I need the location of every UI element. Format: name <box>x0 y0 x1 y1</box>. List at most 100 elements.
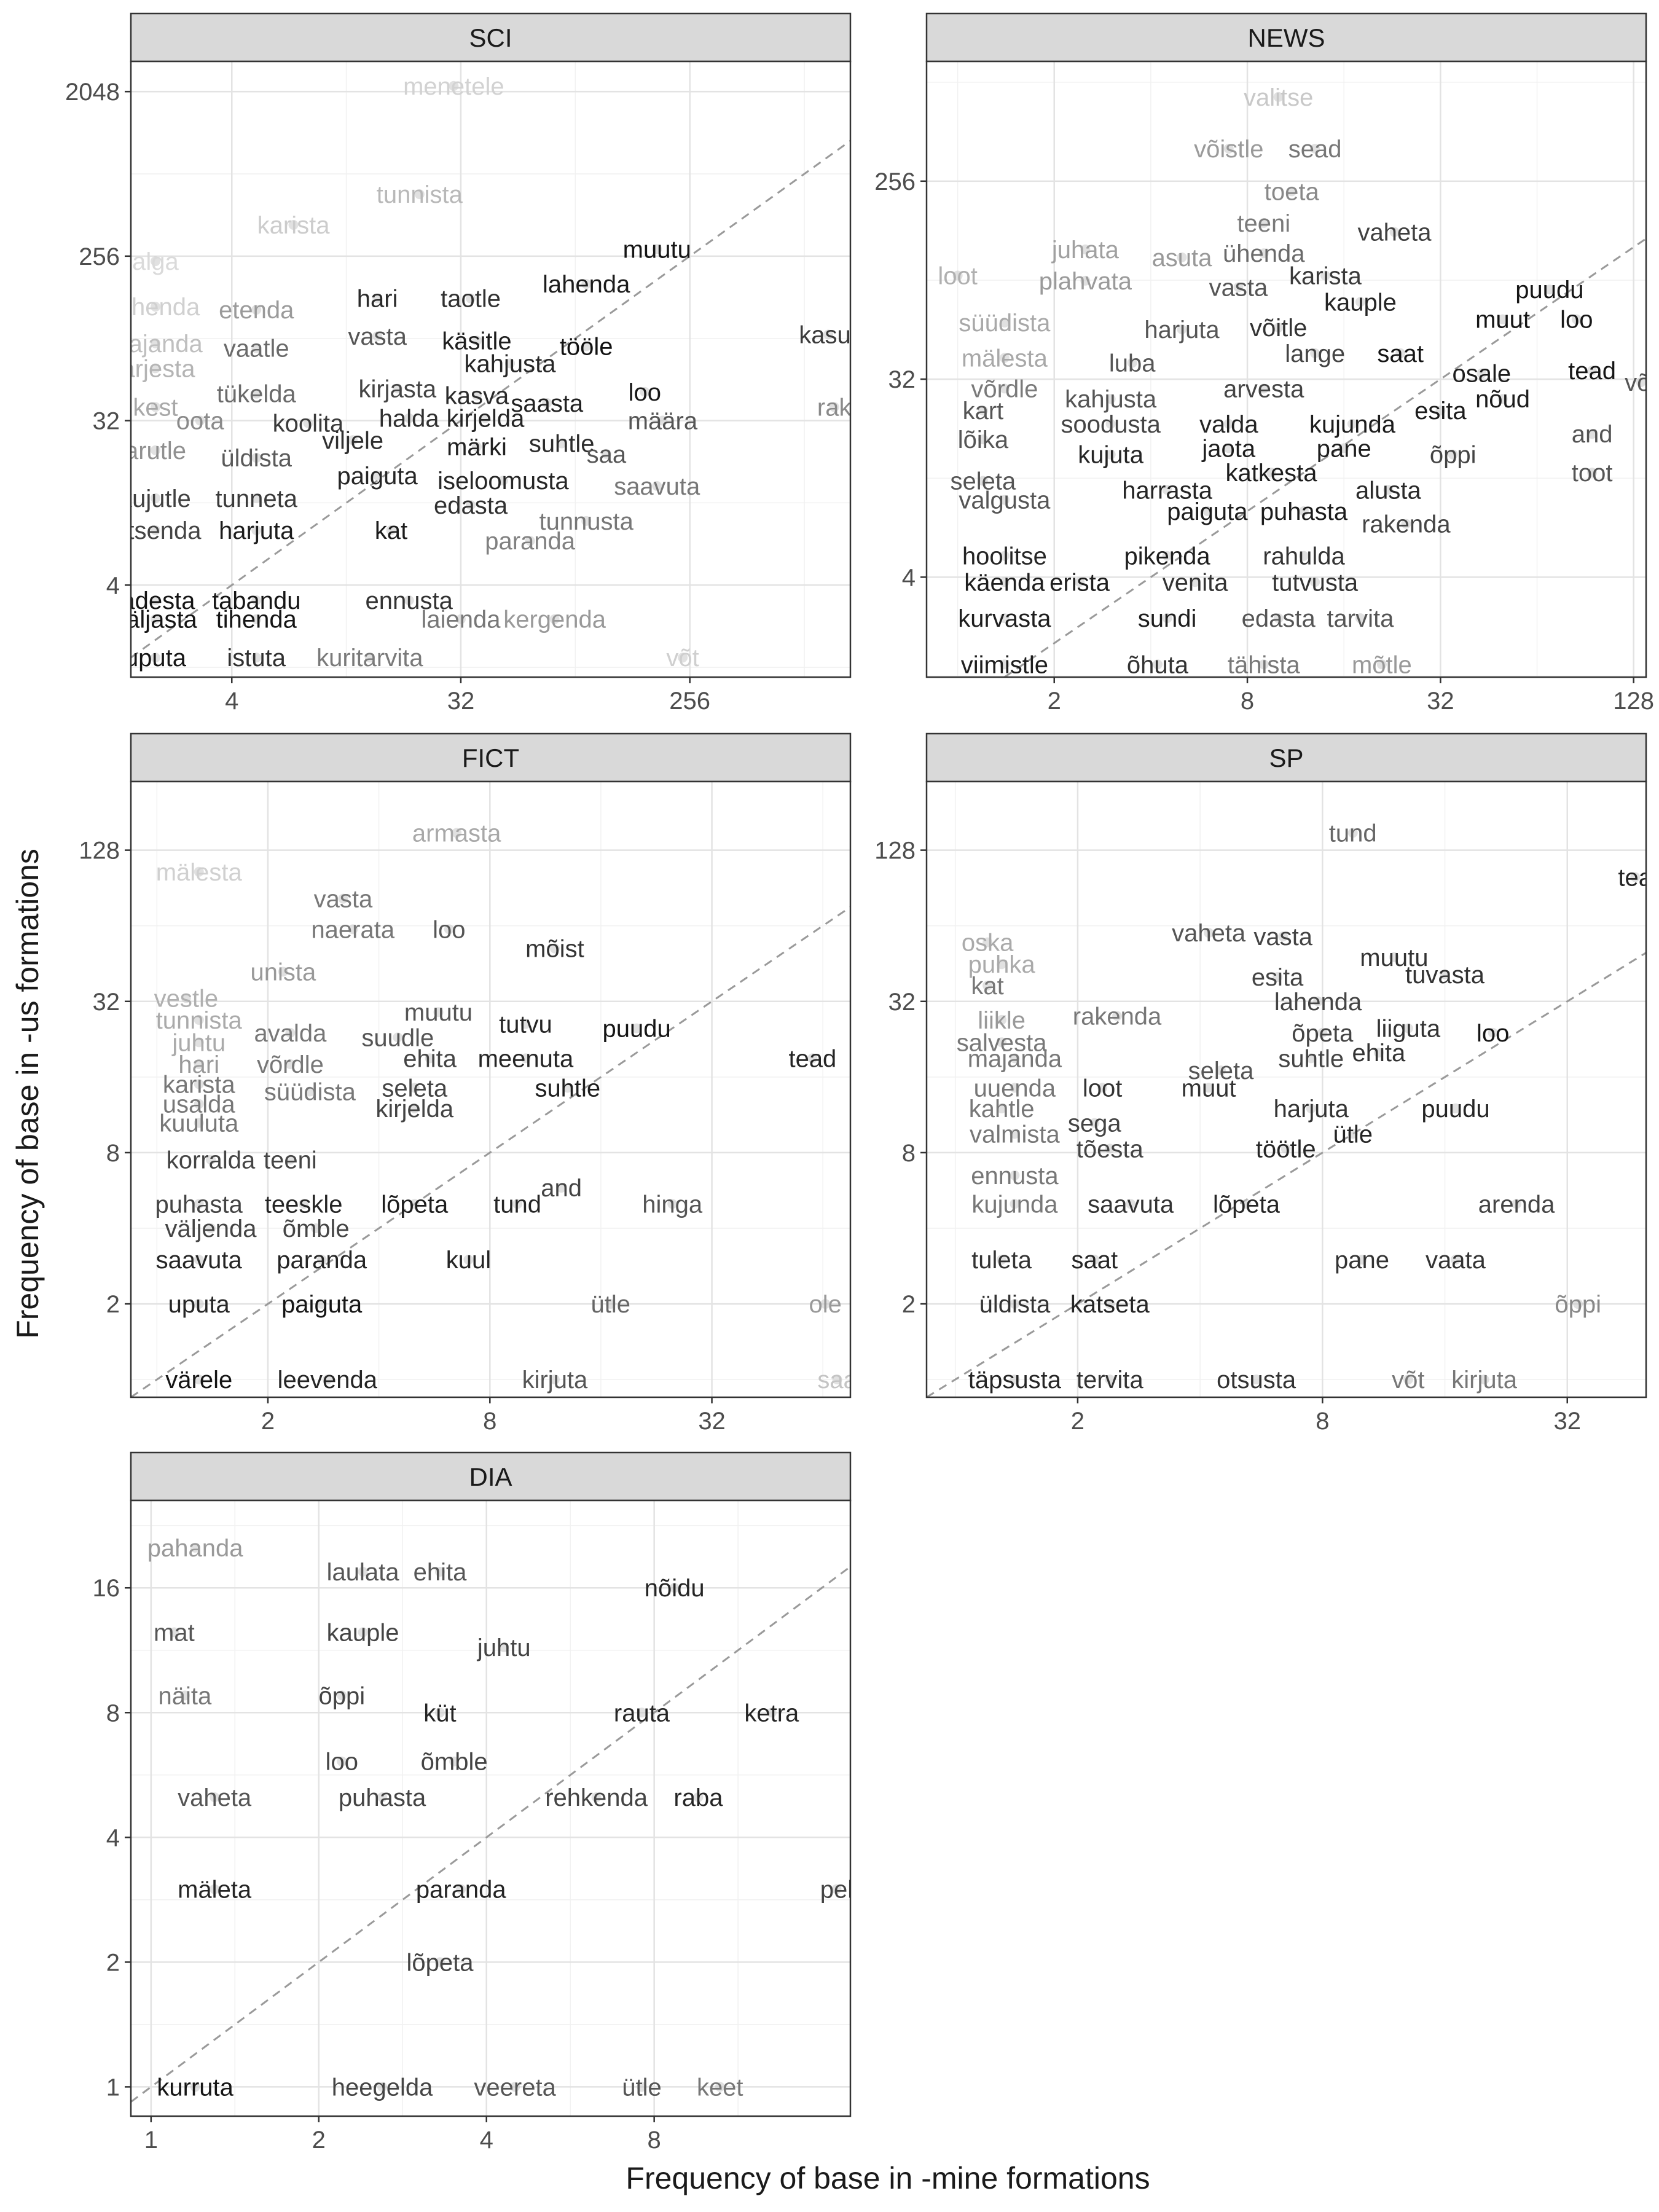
data-label-suhtle: suhtle <box>529 431 595 458</box>
data-point-toesta <box>1105 1143 1115 1154</box>
data-label-vot: võt <box>666 645 699 672</box>
data-label-arenda: arenda <box>1478 1191 1555 1218</box>
data-point-asuta <box>1177 252 1187 262</box>
data-label-tunneta: tunneta <box>216 485 298 512</box>
data-point-teeni <box>285 1155 296 1165</box>
data-label-ehita: ehita <box>414 1559 467 1586</box>
x-axis-title: Frequency of base in -mine formations <box>626 2161 1150 2195</box>
plot-area <box>927 782 1646 1397</box>
data-label-omble: õmble <box>421 1749 488 1776</box>
data-label-voitle: võitle <box>1250 315 1307 342</box>
data-label-rauta: rauta <box>614 1700 670 1727</box>
diagonal-reference-line <box>131 906 850 1397</box>
data-point-liikle <box>997 1014 1007 1025</box>
data-point-vestle <box>181 993 191 1003</box>
data-label-ehita: ehita <box>403 1045 457 1072</box>
data-label-opeta: õpeta <box>1292 1020 1354 1047</box>
data-label-kuul: kuul <box>446 1247 491 1274</box>
data-point-suhtle <box>562 1083 573 1093</box>
data-point-uputa <box>150 653 160 663</box>
data-point-avalda <box>285 1027 296 1038</box>
facet-title: DIA <box>469 1462 512 1491</box>
data-label-uputa: uputa <box>168 1291 230 1318</box>
data-point-vaheta <box>1389 227 1400 237</box>
data-point-korralda <box>206 1155 216 1165</box>
data-label-utle: ütle <box>622 2074 662 2101</box>
plot-area <box>131 61 850 677</box>
data-point-tea <box>1630 872 1641 882</box>
data-label-malesta: mälesta <box>156 859 243 886</box>
data-label-tund: tund <box>1329 820 1377 847</box>
data-point-tapsusta <box>1010 1375 1020 1385</box>
data-label-unista: unista <box>250 959 316 986</box>
data-label-malesta: mälesta <box>962 345 1048 372</box>
data-label-teeskle: teeskle <box>265 1191 343 1218</box>
data-label-karista: karista <box>257 212 331 239</box>
facet-title: SCI <box>469 23 512 52</box>
facet-strip <box>130 12 852 63</box>
data-point-heegelda <box>377 2082 388 2092</box>
data-label-uuenda: uuenda <box>974 1075 1056 1102</box>
data-point-loo <box>640 386 650 397</box>
data-label-paiguta: paiguta <box>281 1291 363 1318</box>
data-label-tunnista: tunnista <box>377 181 463 208</box>
data-label-loot: loot <box>1083 1075 1123 1102</box>
panels: SCI menetele tunnista karista muutu alga lahen… <box>65 12 1654 2154</box>
data-label-saasta: saasta <box>511 390 584 417</box>
data-point-toeta <box>1287 186 1297 197</box>
data-label-menetele: menetele <box>403 73 504 100</box>
data-point-lopeta <box>1241 1199 1252 1209</box>
data-point-kat <box>386 525 396 536</box>
data-point-paranda <box>456 1884 466 1894</box>
facet-sp: SP tund tea vaheta vasta oska muutu puhka tuvast… <box>874 732 1647 1435</box>
data-point-menetele <box>449 80 459 91</box>
data-point-taotle <box>466 293 476 304</box>
data-label-rak: rak <box>817 394 852 421</box>
data-label-kut: küt <box>423 1700 456 1727</box>
y-tick-label: 4 <box>902 564 916 591</box>
data-point-vordle <box>999 383 1010 394</box>
x-tick-label: 128 <box>1613 688 1654 715</box>
data-point-ennusta <box>1010 1170 1020 1180</box>
data-label-tarvita: tarvita <box>1327 605 1394 632</box>
data-label-oska: oska <box>962 930 1014 957</box>
data-point-paiguta <box>316 1299 327 1309</box>
data-point-karista <box>1320 270 1330 281</box>
data-label-teeni: teeni <box>264 1147 317 1174</box>
data-label-karista: karista <box>163 1071 236 1098</box>
data-label-maara: määra <box>628 408 698 435</box>
y-tick-label: 128 <box>79 837 120 865</box>
data-label-liikle: liikle <box>978 1007 1026 1034</box>
data-point-lahenda <box>581 279 592 289</box>
data-point-loo <box>444 924 454 935</box>
y-tick-label: 256 <box>79 243 120 270</box>
data-label-kasut: kasut <box>799 321 858 348</box>
data-point-seleta <box>1215 1065 1226 1076</box>
data-point-voitle <box>1273 323 1284 333</box>
data-label-valjasta: väljasta <box>114 606 197 633</box>
data-label-puhka: puhka <box>968 951 1036 978</box>
y-tick-label: 32 <box>93 408 120 435</box>
data-label-juhtu: juhtu <box>477 1634 531 1661</box>
data-point-arutle <box>150 445 160 455</box>
data-point-kasut <box>823 329 834 340</box>
data-point-valjasta <box>150 614 160 624</box>
data-label-viljele: viljele <box>322 427 383 454</box>
data-point-kurruta <box>190 2082 200 2092</box>
data-label-viimistle: viimistle <box>961 651 1048 678</box>
data-point-varele <box>194 1375 204 1385</box>
data-point-tuvasta <box>1440 969 1450 979</box>
data-point-meenuta <box>520 1053 531 1064</box>
data-point-kart <box>978 406 988 416</box>
data-point-valda <box>1223 418 1234 429</box>
data-point-erista <box>1075 577 1085 587</box>
data-label-hari: hari <box>178 1051 219 1078</box>
data-label-tunnusta: tunnusta <box>539 508 633 535</box>
data-label-paiguta: paiguta <box>1167 498 1248 525</box>
data-point-kirjuta <box>1479 1375 1489 1385</box>
data-point-suudista <box>999 317 1010 327</box>
data-label-istuta: istuta <box>227 645 286 672</box>
data-point-ladesta <box>150 595 160 606</box>
data-point-jarjesta <box>150 363 160 374</box>
data-point-tunnista <box>194 1014 204 1025</box>
